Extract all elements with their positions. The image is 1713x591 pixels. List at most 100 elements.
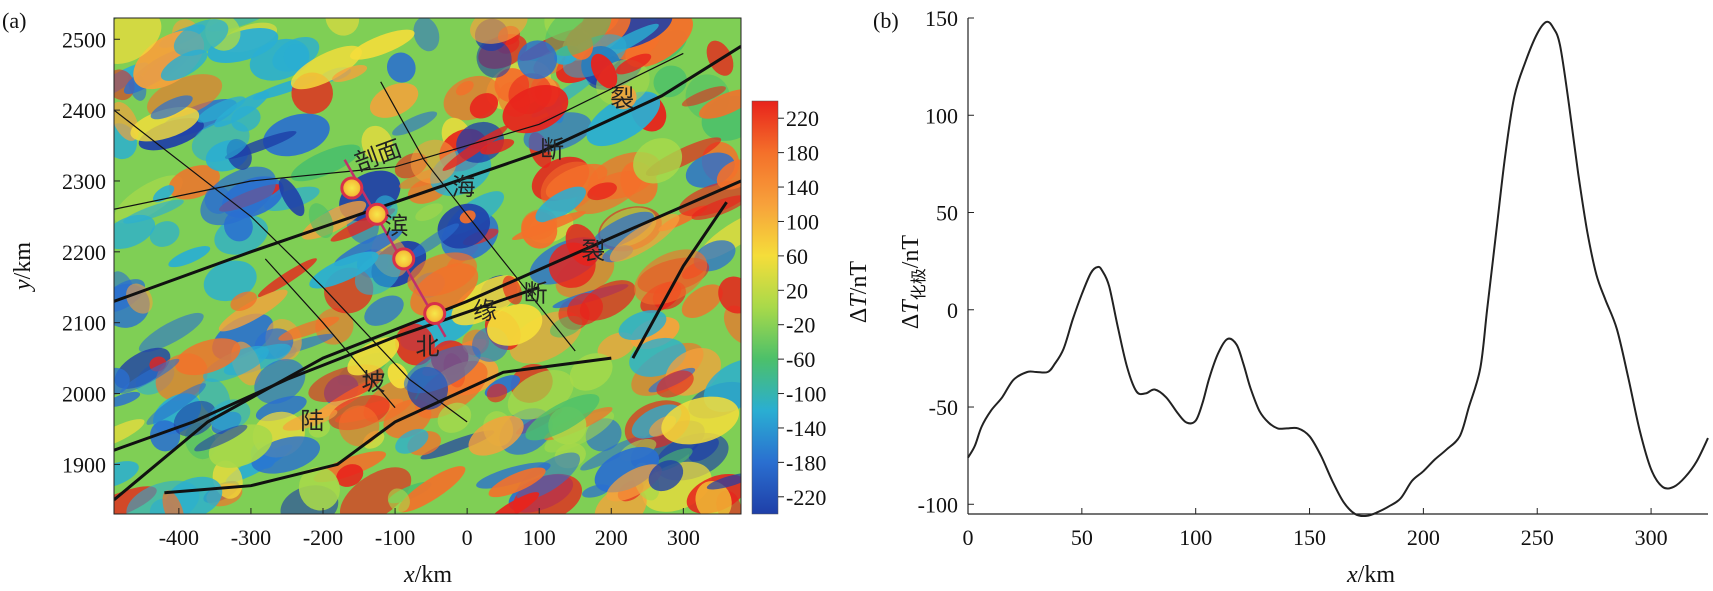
profile-plot: 0 50 100 150 200 250 300 -100 -50 0 50 100 150 (918, 6, 1709, 550)
anomaly-blob (138, 312, 204, 353)
anomaly-blob (486, 383, 508, 403)
anomaly-blob (525, 394, 600, 441)
colorbar-tick-label: -180 (786, 450, 826, 475)
fault-line (114, 109, 468, 423)
colorbar-tick-label: -100 (786, 382, 826, 407)
colorbar-tick-label: -60 (786, 347, 815, 372)
map-x-tick-label: 100 (523, 525, 556, 550)
anomaly-blob (611, 85, 637, 110)
map-y-tick-label: 2300 (62, 169, 106, 194)
anomaly-blob (168, 165, 220, 200)
colorbar-tick-label: 60 (786, 244, 808, 269)
plot-x-tick-label: 300 (1635, 525, 1668, 550)
map-y-tick-label: 1900 (62, 452, 106, 477)
anomaly-blob (609, 213, 680, 262)
colorbar-tick-label: -140 (786, 416, 826, 441)
anomaly-blob (392, 111, 438, 136)
colorbar-tick-label: -20 (786, 313, 815, 338)
anomaly-blob (723, 305, 741, 344)
anomaly-blob (339, 467, 412, 514)
anomaly-blob (480, 139, 515, 155)
anomaly-blob (590, 53, 618, 89)
anomaly-blob (298, 466, 340, 511)
anomaly-blob (203, 260, 257, 302)
anomaly-blob (263, 113, 330, 157)
profile-points (340, 176, 447, 325)
anomaly-blob (488, 467, 546, 498)
plot-x-tick-label: 0 (963, 525, 974, 550)
plot-y-tick-label: 0 (947, 298, 958, 323)
anomaly-blob (545, 18, 612, 56)
anomaly-blob (149, 221, 180, 247)
plot-y-tick-label: -50 (929, 395, 958, 420)
anomaly-blob (364, 295, 404, 326)
map-y-tick-label: 2000 (62, 382, 106, 407)
anomaly-blob (290, 144, 361, 182)
anomaly-blob (502, 84, 569, 134)
map-y-tick-label: 2200 (62, 240, 106, 265)
anomaly-blob (718, 276, 741, 314)
anomaly-blob (173, 400, 217, 437)
plot-x-tick-label: 200 (1407, 525, 1440, 550)
map-x-tick-label: -100 (375, 525, 415, 550)
plot-y-axis: -100 -50 0 50 100 150 (918, 6, 974, 517)
anomaly-blob (168, 246, 211, 268)
anomaly-blobs (114, 18, 741, 514)
plot-x-tick-label: 250 (1521, 525, 1554, 550)
anomaly-blob (410, 139, 457, 184)
anomaly-blob (517, 40, 558, 80)
anomaly-blob (415, 203, 443, 222)
anomaly-blob (587, 182, 617, 201)
map-x-axis: -400 -300 -200 -100 0 100 200 300 (159, 508, 700, 550)
anomaly-blob (114, 391, 141, 407)
map-x-tick-label: 0 (462, 525, 473, 550)
anomaly-blob (648, 460, 684, 492)
plot-x-axis: 0 50 100 150 200 250 300 (963, 508, 1668, 550)
colorbar (751, 100, 779, 515)
anomaly-blob (691, 195, 741, 220)
anomaly-blob (678, 180, 741, 217)
profile-point (392, 247, 416, 271)
anomaly-blob (395, 428, 429, 454)
anomaly-blob (278, 316, 340, 341)
anomaly-blob (224, 210, 253, 242)
anomaly-blob (468, 415, 524, 456)
series-line (967, 20, 1709, 518)
anomaly-blob (152, 185, 175, 203)
anomaly-blob (130, 107, 200, 142)
map-y-axis: 1900 2000 2100 2200 2300 2400 2500 (62, 27, 120, 477)
anomaly-blob (615, 53, 652, 75)
anomaly-blob (146, 383, 206, 425)
map-x-tick-label: -200 (303, 525, 343, 550)
anomaly-blob (230, 291, 257, 311)
anomaly-blob (408, 223, 460, 259)
anomaly-blob (681, 86, 726, 107)
anomaly-blob (488, 492, 540, 514)
map-annotation: 断 (540, 136, 564, 164)
map-annotation: 断 (524, 279, 548, 307)
anomaly-blob (699, 89, 741, 119)
plot-x-tick-label: 150 (1293, 525, 1326, 550)
fault-line (114, 52, 684, 210)
map-x-tick-label: 200 (595, 525, 628, 550)
anomaly-blob (114, 18, 162, 64)
anomaly-blob (653, 65, 687, 98)
anomaly-blob (203, 345, 269, 382)
anomaly-blob (656, 370, 694, 398)
anomaly-blob (567, 292, 603, 326)
anomaly-blob (332, 65, 368, 82)
anomaly-blob (516, 452, 581, 501)
anomaly-blob (403, 345, 481, 394)
anomaly-blob (535, 186, 586, 223)
anomaly-blob (160, 49, 208, 81)
map-annotation: 滨 (385, 212, 409, 240)
plot-y-axis-label: ΔT化极/nT (898, 235, 928, 329)
anomaly-blob (716, 159, 741, 190)
anomaly-blob (634, 249, 708, 305)
anomaly-blob (175, 338, 241, 376)
plot-y-tick-label: -100 (918, 492, 958, 517)
anomaly-blob (545, 163, 608, 200)
plot-y-tick-label: 150 (925, 6, 958, 31)
